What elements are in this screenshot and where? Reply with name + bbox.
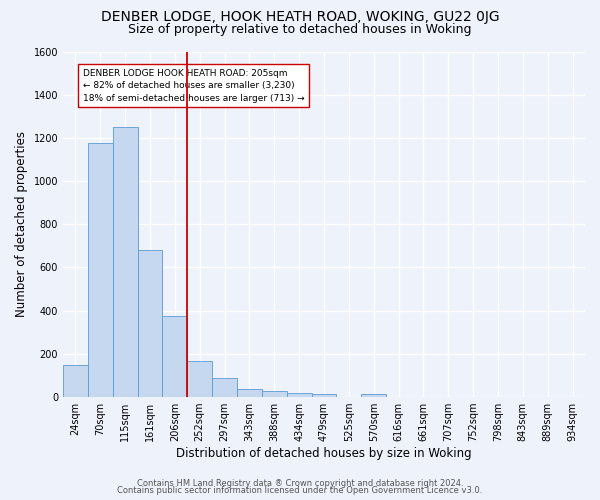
Text: Size of property relative to detached houses in Woking: Size of property relative to detached ho… bbox=[128, 22, 472, 36]
Bar bbox=[237, 389, 262, 397]
Text: DENBER LODGE, HOOK HEATH ROAD, WOKING, GU22 0JG: DENBER LODGE, HOOK HEATH ROAD, WOKING, G… bbox=[101, 10, 499, 24]
Bar bbox=[113, 127, 137, 397]
Bar bbox=[163, 316, 187, 397]
Bar bbox=[88, 144, 113, 397]
Text: Contains HM Land Registry data ® Crown copyright and database right 2024.: Contains HM Land Registry data ® Crown c… bbox=[137, 478, 463, 488]
Bar bbox=[187, 362, 212, 397]
Bar bbox=[361, 394, 386, 397]
Text: DENBER LODGE HOOK HEATH ROAD: 205sqm
← 82% of detached houses are smaller (3,230: DENBER LODGE HOOK HEATH ROAD: 205sqm ← 8… bbox=[83, 69, 305, 103]
Bar bbox=[262, 390, 287, 397]
Bar bbox=[137, 250, 163, 397]
Bar bbox=[63, 364, 88, 397]
Bar bbox=[311, 394, 337, 397]
X-axis label: Distribution of detached houses by size in Woking: Distribution of detached houses by size … bbox=[176, 447, 472, 460]
Bar bbox=[212, 378, 237, 397]
Text: Contains public sector information licensed under the Open Government Licence v3: Contains public sector information licen… bbox=[118, 486, 482, 495]
Bar bbox=[287, 393, 311, 397]
Y-axis label: Number of detached properties: Number of detached properties bbox=[15, 132, 28, 318]
